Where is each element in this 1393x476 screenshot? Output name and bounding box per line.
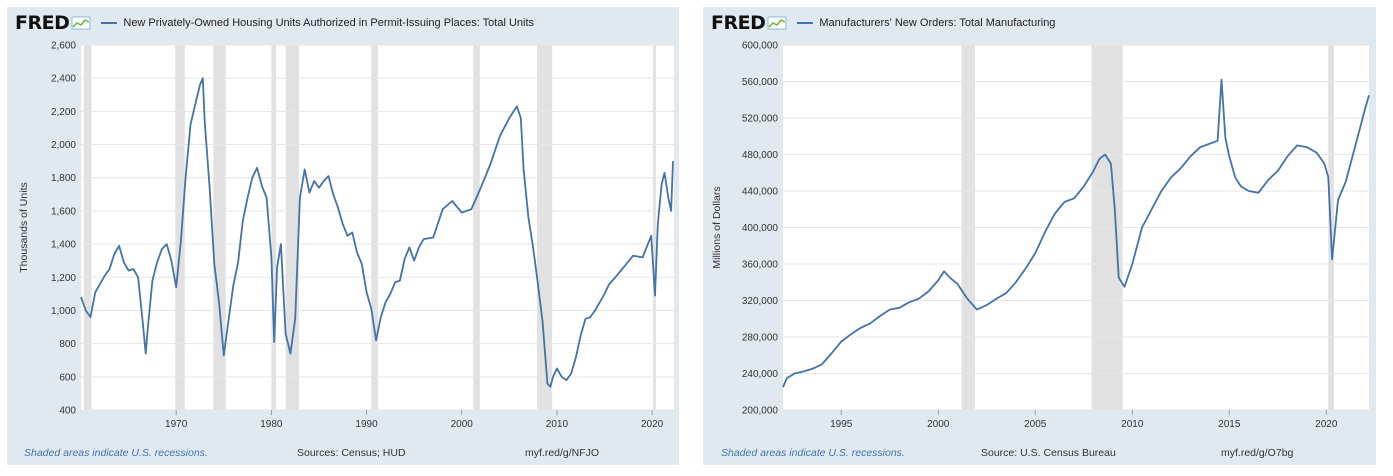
y-tick-label: 1,200 [51,273,76,284]
x-tick-label: 1990 [355,419,378,430]
x-tick-label: 1980 [260,419,283,430]
chart-header: FRED Manufacturers' New Orders: Total Ma… [711,12,1055,34]
y-tick-label: 480,000 [742,150,779,161]
recession-band [271,45,277,410]
x-tick-label: 2010 [546,419,569,430]
y-tick-label: 400 [59,406,76,417]
recession-band [175,45,185,410]
y-tick-label: 2,600 [51,41,76,52]
y-tick-label: 2,200 [51,107,76,118]
y-tick-label: 360,000 [742,260,779,271]
x-tick-label: 2000 [451,419,474,430]
short-link[interactable]: myf.red/g/NFJO [525,447,600,459]
series-line [80,77,674,388]
y-tick-label: 520,000 [742,114,779,125]
chart-panel-right: FRED Manufacturers' New Orders: Total Ma… [703,7,1376,465]
y-tick-label: 240,000 [742,369,779,380]
chart-footer: Shaded areas indicate U.S. recessions. S… [703,447,1376,461]
recession-band [536,45,553,410]
legend-line-swatch [101,22,118,24]
series-line [782,78,1370,388]
recession-band [285,45,299,410]
legend-line-swatch [797,22,814,24]
y-tick-label: 320,000 [742,296,779,307]
y-tick-label: 1,000 [51,306,76,317]
recession-band [473,45,480,410]
chart-header: FRED New Privately-Owned Housing Units A… [15,12,534,34]
y-tick-label: 400,000 [742,223,779,234]
y-tick-label: 2,400 [51,74,76,85]
y-tick-label: 280,000 [742,333,779,344]
y-tick-label: 1,800 [51,173,76,184]
y-tick-label: 800 [59,339,76,350]
x-tick-label: 2010 [1121,419,1144,430]
recession-band [653,45,656,410]
y-tick-label: 600,000 [742,41,779,52]
y-tick-label: 440,000 [742,187,779,198]
fred-logo[interactable]: FRED [711,12,766,34]
chart-panel-left: FRED New Privately-Owned Housing Units A… [7,7,679,465]
fred-graph-icon [767,16,787,30]
sources-text: Source: U.S. Census Bureau [981,447,1116,459]
x-tick-label: 1970 [165,419,188,430]
recession-note: Shaded areas indicate U.S. recessions. [24,447,208,459]
y-tick-label: 600 [59,372,76,383]
recession-note: Shaded areas indicate U.S. recessions. [721,447,905,459]
sources-text: Sources: Census; HUD [297,447,406,459]
line-chart: 400 600 800 1,000 1,200 1,400 1,600 1,800 2,000 2… [18,41,674,430]
y-axis-title: Millions of Dollars [711,186,723,268]
x-tick-label: 2020 [641,419,664,430]
line-chart: 200,000 240,000 280,000 320,000 360,000 400,0… [711,41,1370,430]
series-title: Manufacturers' New Orders: Total Manufac… [819,17,1056,29]
y-tick-label: 1,400 [51,240,76,251]
series-title: New Privately-Owned Housing Units Author… [123,17,535,29]
y-tick-label: 560,000 [742,77,779,88]
y-tick-label: 200,000 [742,406,779,417]
y-tick-label: 2,000 [51,140,76,151]
fred-logo[interactable]: FRED [15,12,70,34]
recession-band [83,45,92,410]
x-tick-label: 2015 [1218,419,1241,430]
short-link[interactable]: myf.red/g/O7bg [1221,447,1294,459]
chart-footer: Shaded areas indicate U.S. recessions. S… [7,447,679,461]
recession-band [371,45,378,410]
fred-graph-icon [71,16,91,30]
recession-band [213,45,226,410]
x-tick-label: 1995 [830,419,853,430]
x-tick-label: 2000 [927,419,950,430]
y-tick-label: 1,600 [51,206,76,217]
x-tick-label: 2005 [1024,419,1047,430]
x-tick-label: 2020 [1315,419,1338,430]
y-axis-title: Thousands of Units [18,182,30,272]
